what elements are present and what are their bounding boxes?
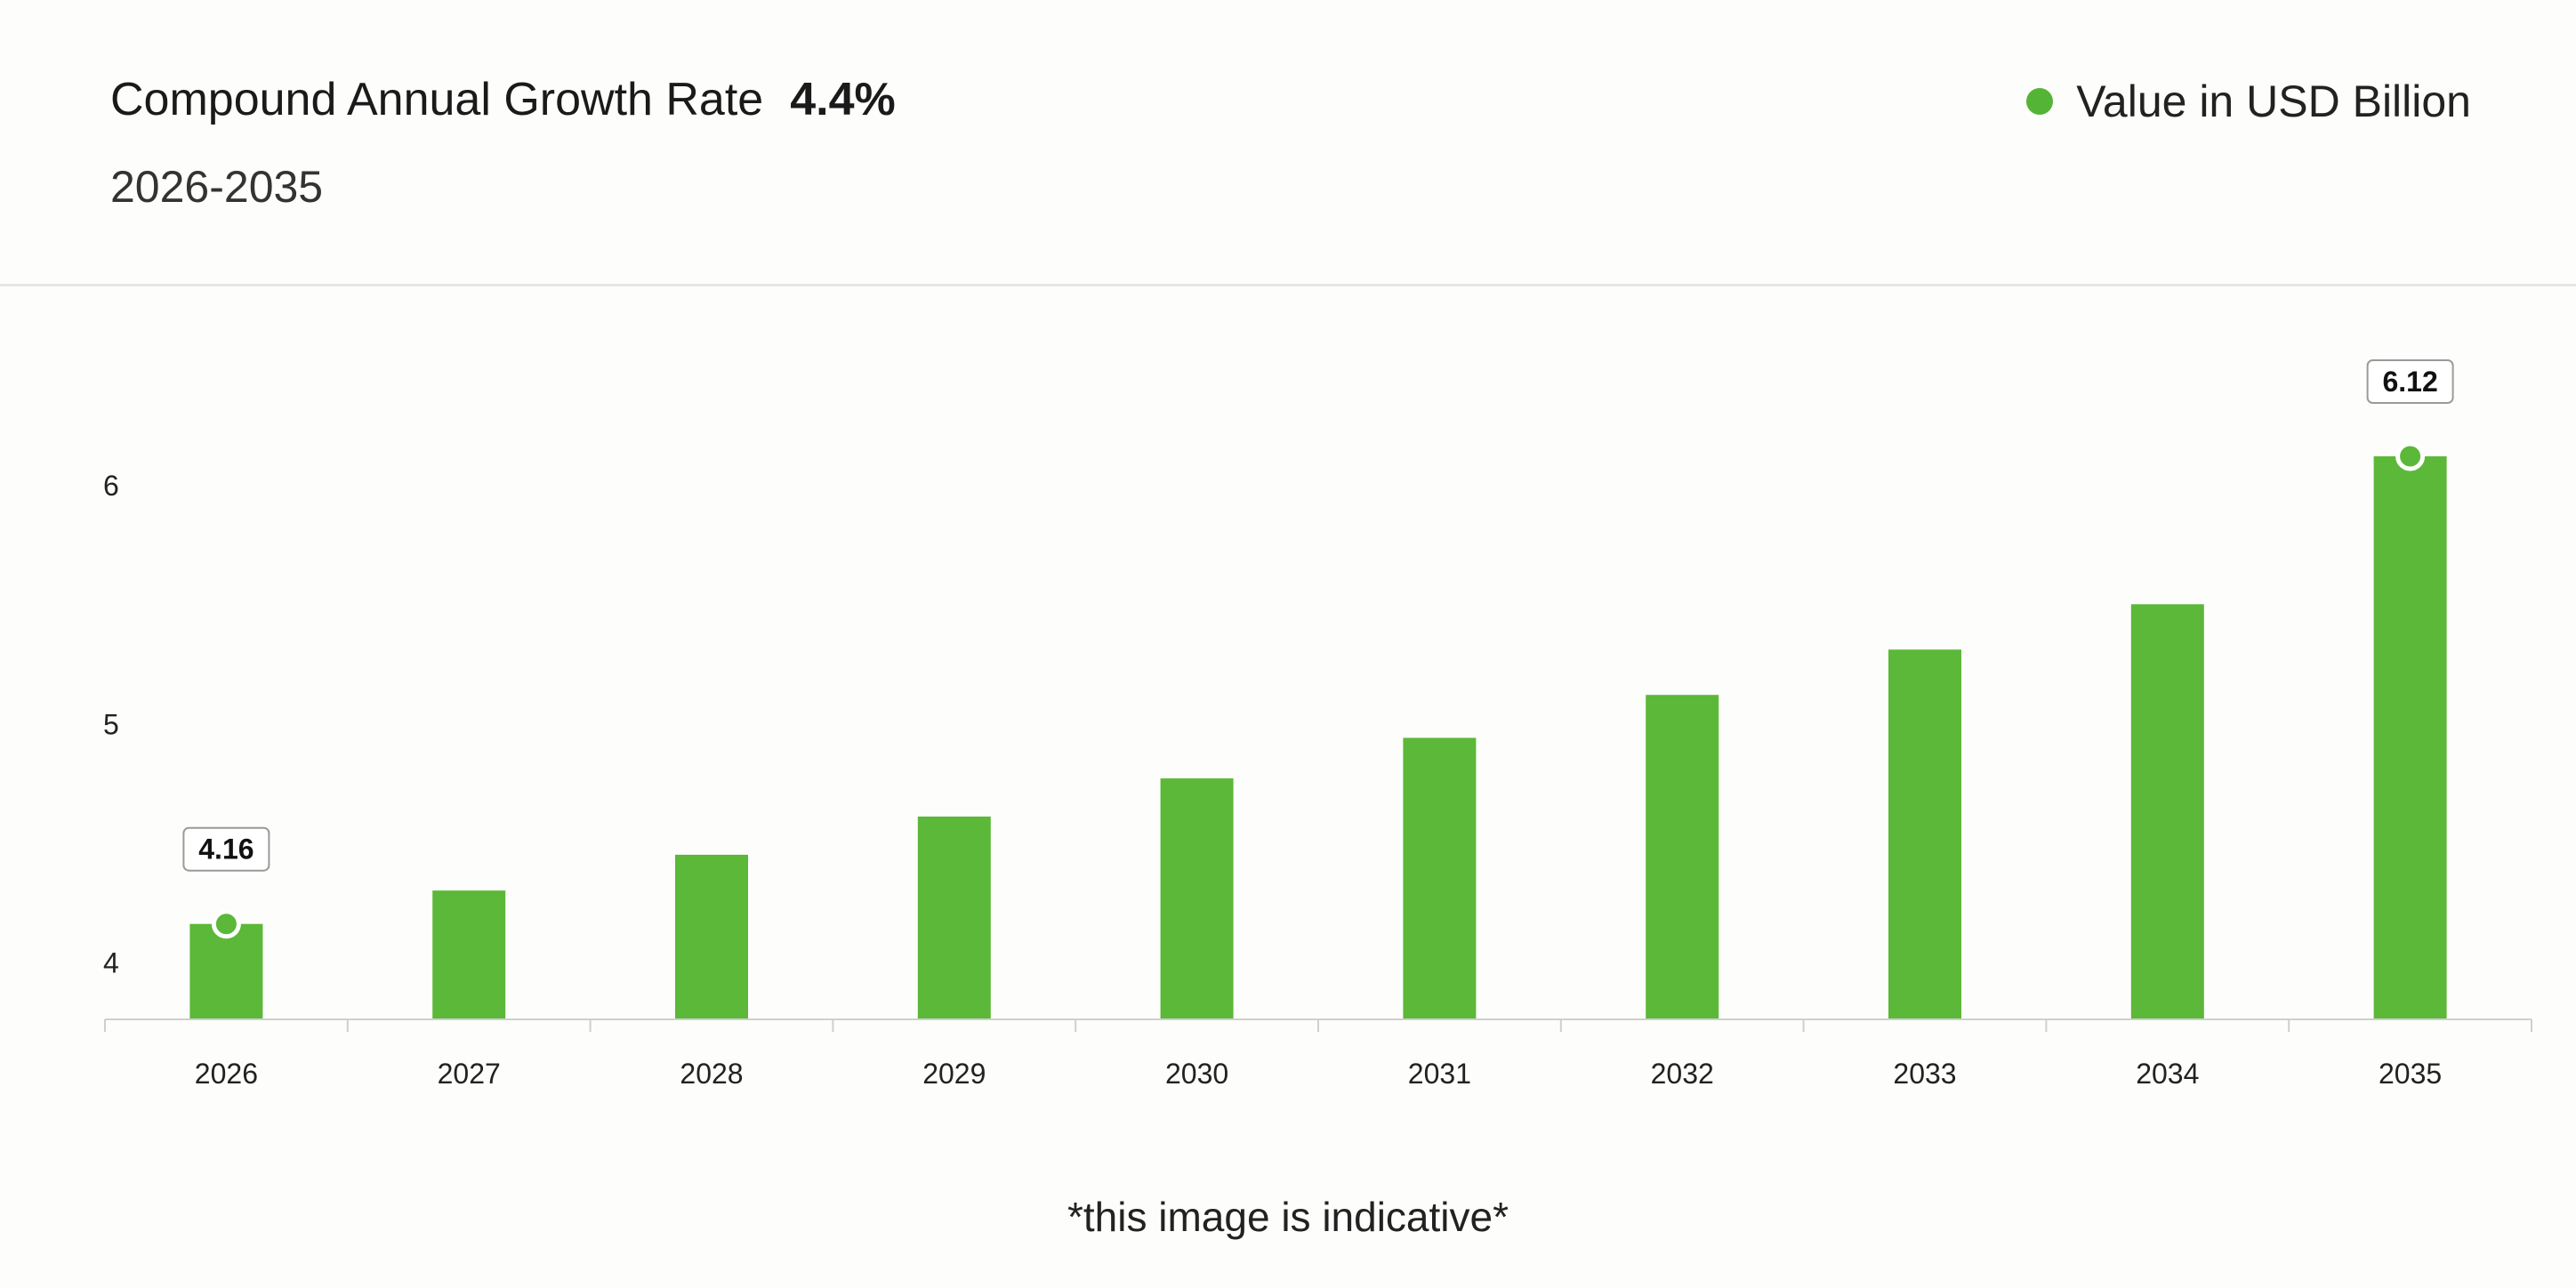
x-tick-label: 2035: [2379, 1058, 2442, 1090]
bar: [917, 817, 991, 1019]
data-point-marker: [2395, 441, 2426, 471]
x-tick-label: 2032: [1651, 1058, 1714, 1090]
x-tick-label: 2033: [1893, 1058, 1956, 1090]
cagr-label: Compound Annual Growth Rate: [110, 74, 764, 125]
x-tick-label: 2029: [922, 1058, 986, 1090]
footnote: *this image is indicative*: [1067, 1194, 1509, 1240]
bar: [2130, 604, 2204, 1019]
bar: [432, 890, 506, 1019]
data-label-box: [182, 826, 270, 872]
bar: [189, 923, 263, 1019]
legend-dot-icon: [2026, 88, 2054, 115]
x-tick-label: 2028: [680, 1058, 743, 1090]
x-tick-label: 2034: [2136, 1058, 2199, 1090]
x-tick-label: 2031: [1408, 1058, 1471, 1090]
cagr-title: Compound Annual Growth Rate 4.4%: [110, 68, 896, 132]
data-point-marker: [211, 909, 241, 939]
data-label: 6.12: [2382, 366, 2437, 398]
bar: [1646, 695, 1719, 1019]
cagr-value: 4.4%: [790, 74, 896, 125]
x-tick-label: 2026: [195, 1058, 258, 1090]
data-label-box: [2366, 359, 2454, 404]
bar: [675, 854, 748, 1019]
y-tick-label: 5: [103, 708, 119, 740]
x-tick-label: 2030: [1165, 1058, 1228, 1090]
bar: [2373, 456, 2447, 1019]
y-tick-label: 4: [103, 947, 119, 979]
x-tick-label: 2027: [438, 1058, 501, 1090]
legend: Value in USD Billion: [2026, 71, 2471, 132]
chart-header: Compound Annual Growth Rate 4.4% 2026-203…: [0, 0, 2576, 286]
legend-label: Value in USD Billion: [2076, 76, 2471, 126]
bar: [1160, 778, 1234, 1019]
y-tick-label: 6: [103, 470, 119, 502]
forecast-period: 2026-2035: [110, 162, 324, 212]
bar: [1888, 649, 1961, 1019]
bar: [1403, 737, 1477, 1019]
data-label: 4.16: [198, 833, 254, 865]
